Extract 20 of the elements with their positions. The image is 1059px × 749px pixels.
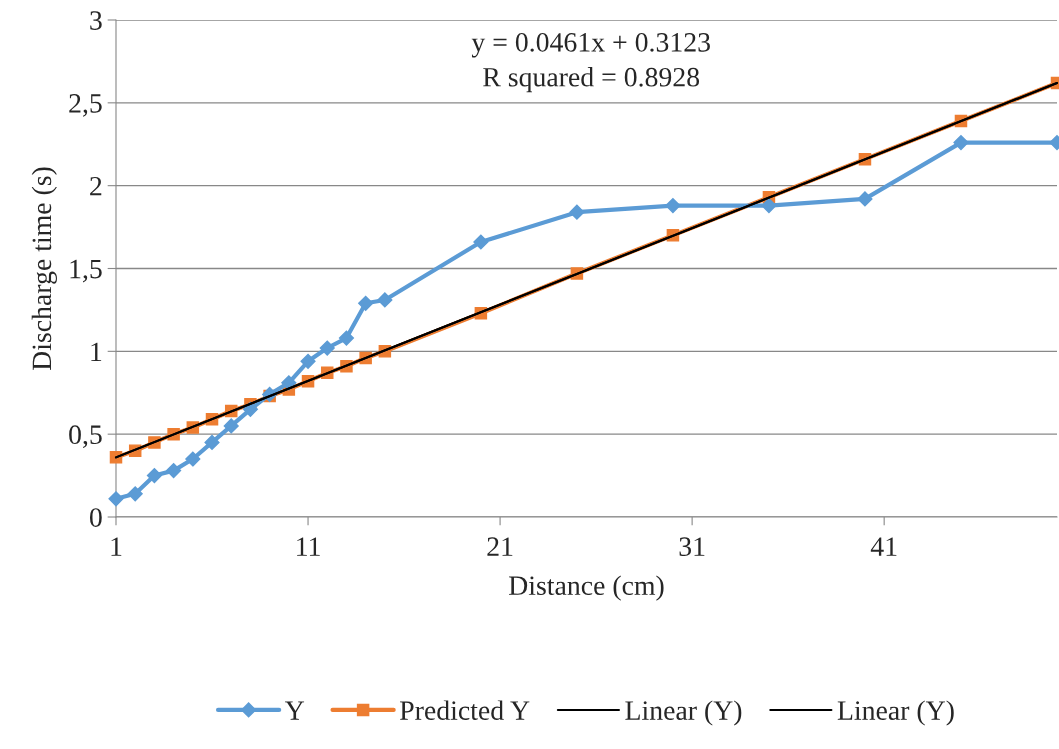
x-tick-label: 1 bbox=[111, 537, 122, 556]
x-tick-label: 11 bbox=[297, 537, 320, 556]
annotation: R squared = 0.8928 bbox=[483, 67, 700, 93]
y-tick-label: 0 bbox=[89, 508, 102, 527]
y-tick-label: 2,5 bbox=[69, 94, 102, 117]
y-tick-label: 1,5 bbox=[70, 259, 102, 283]
y-tick-label: 2 bbox=[90, 176, 102, 196]
x-axis-title: Distance (cm) bbox=[509, 575, 664, 601]
y-tick-label: 0,5 bbox=[69, 425, 102, 449]
legend-label: Linear (Y) bbox=[625, 700, 742, 726]
y-tick-label: 3 bbox=[90, 11, 102, 30]
x-tick-label: 21 bbox=[487, 537, 513, 556]
legend-label: Predicted Y bbox=[400, 700, 530, 720]
legend-label: Y bbox=[285, 701, 305, 720]
y-tick-label: 1 bbox=[91, 342, 102, 361]
legend-label: Linear (Y) bbox=[837, 700, 954, 726]
x-tick-label: 31 bbox=[679, 537, 705, 556]
y-axis-title: Discharge time (s) bbox=[31, 167, 57, 371]
annotation: y = 0.0461x + 0.3123 bbox=[471, 32, 710, 58]
x-tick-label: 41 bbox=[870, 537, 897, 556]
